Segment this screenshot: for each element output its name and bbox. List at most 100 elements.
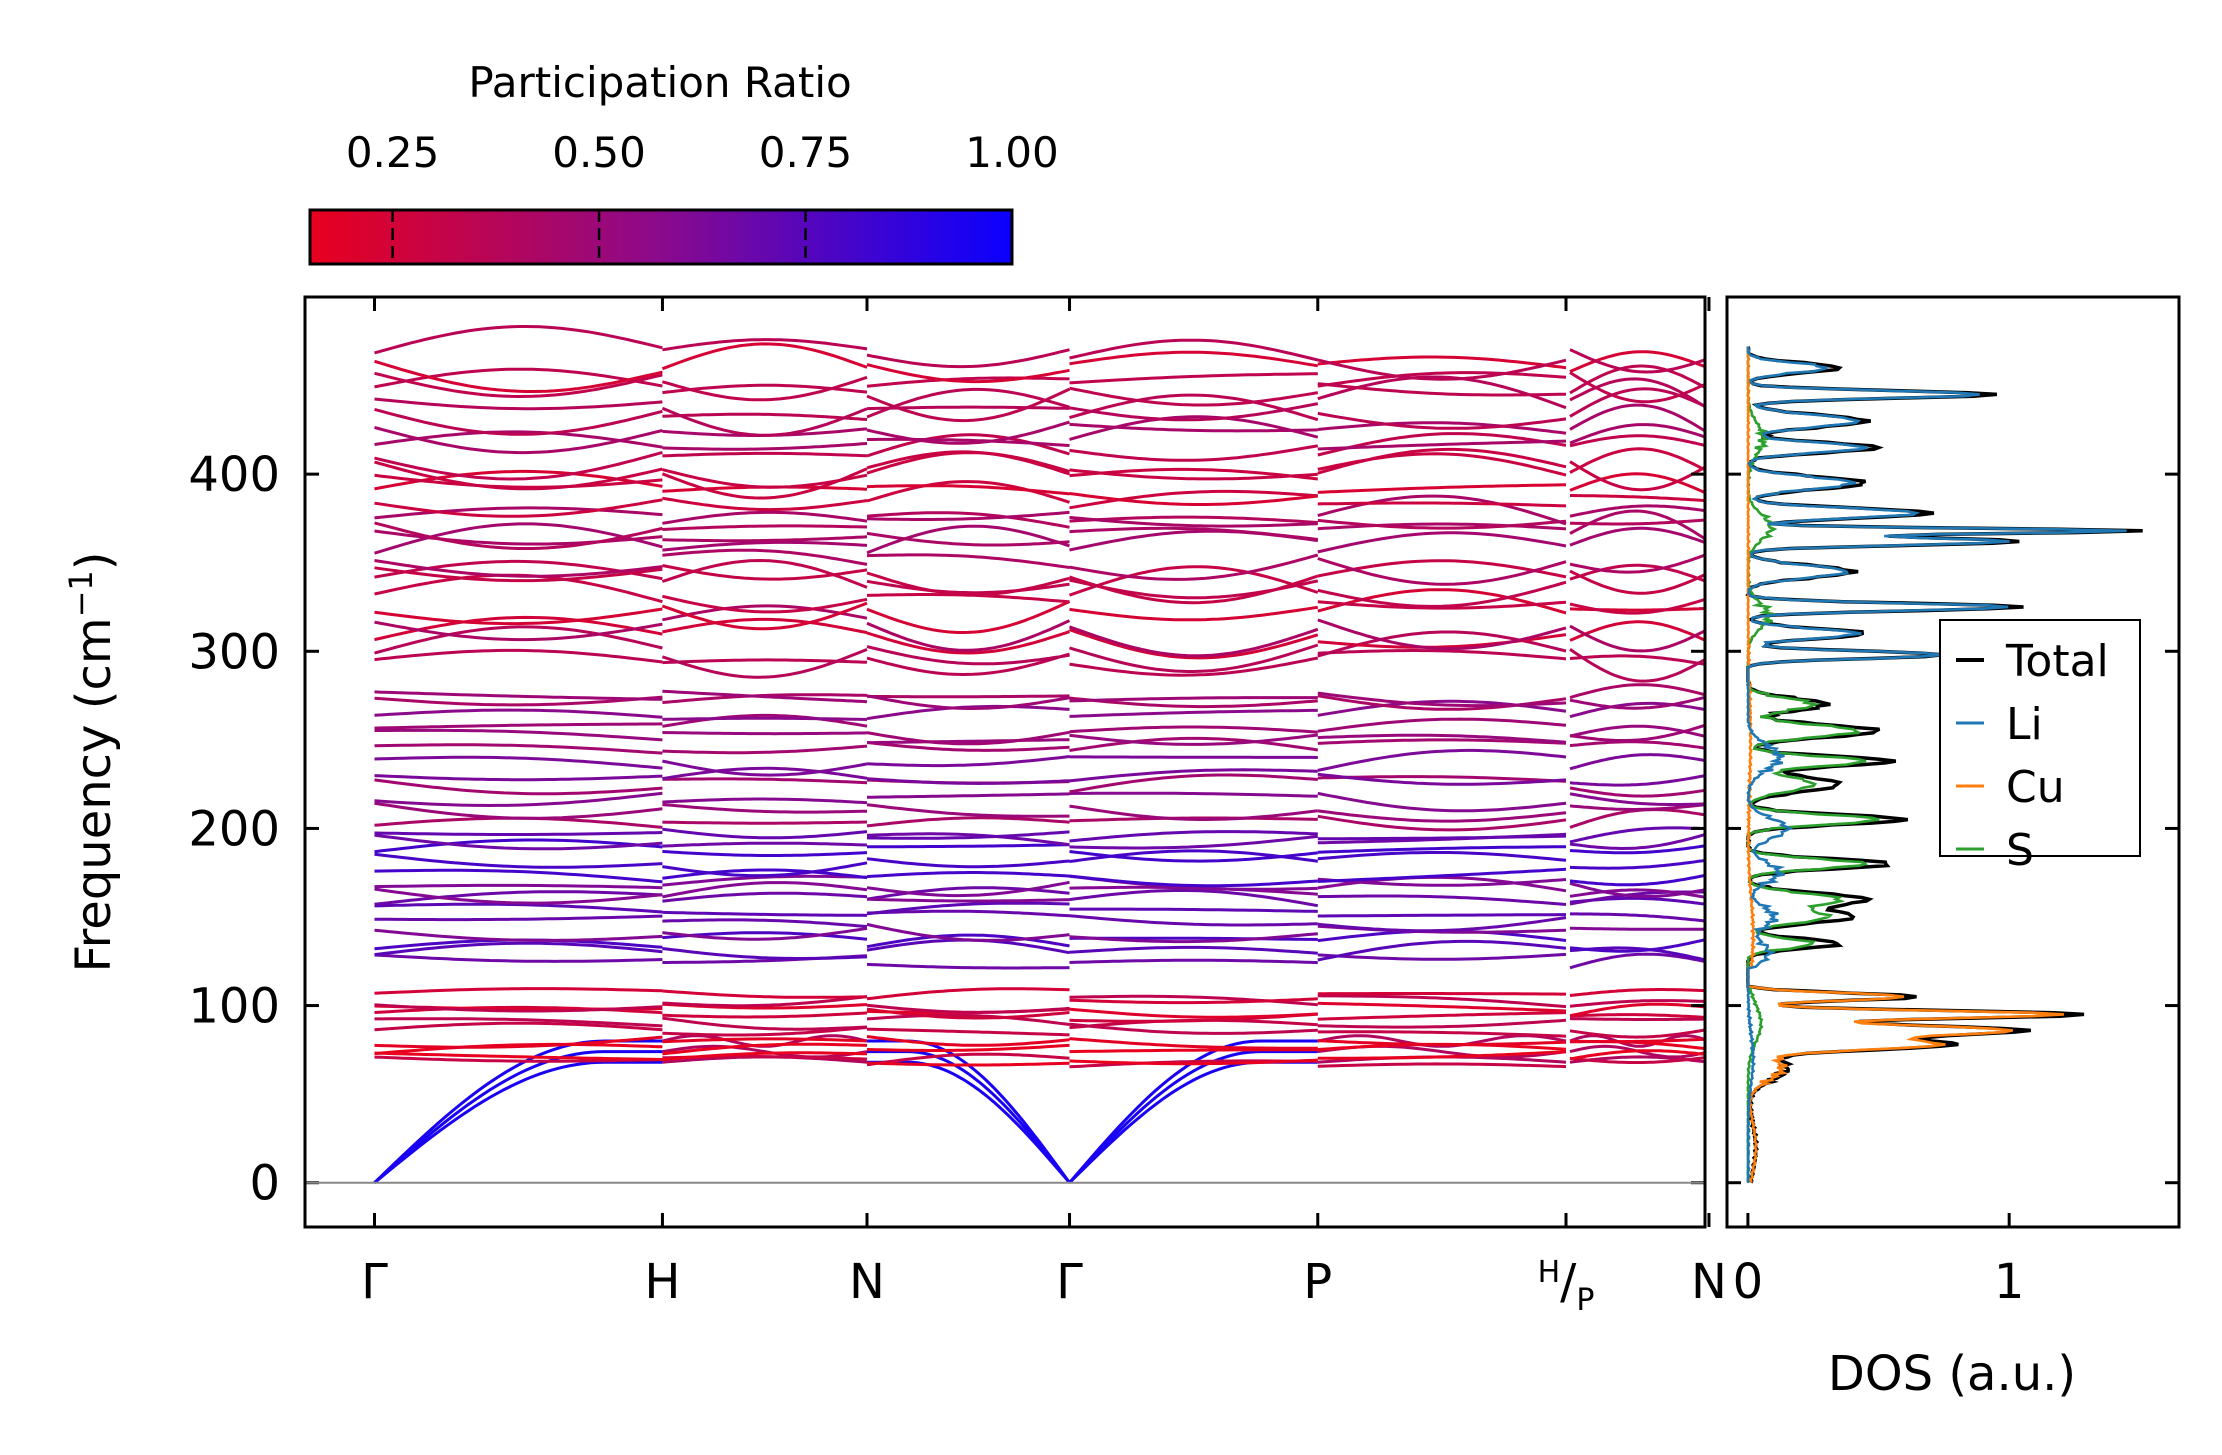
optical-band (1569, 701, 1705, 719)
optical-band (662, 604, 868, 622)
band-axes: 0 100 200 300 400 Γ H N Γ P H/P N (188, 297, 1727, 1318)
optical-band (1317, 522, 1567, 531)
optical-band (1569, 873, 1705, 887)
optical-band (662, 803, 868, 814)
optical-band (1069, 574, 1319, 605)
optical-band (1569, 371, 1705, 404)
optical-band (662, 510, 868, 525)
optical-band (374, 1035, 663, 1049)
optical-band (1069, 643, 1319, 673)
optical-band (866, 1003, 1070, 1014)
optical-band (374, 868, 663, 884)
dos-x-tick-label: 1 (1994, 1254, 2025, 1310)
optical-band (662, 548, 868, 566)
optical-band (1317, 1062, 1567, 1069)
high-symmetry-label: P (1303, 1254, 1332, 1310)
optical-band (661, 342, 868, 371)
optical-band (866, 1061, 1070, 1067)
optical-band (1069, 708, 1318, 718)
optical-band (1069, 804, 1318, 821)
high-symmetry-label: N (1691, 1254, 1727, 1310)
optical-band (866, 645, 1070, 666)
colorbar-tick-label: 0.75 (759, 128, 853, 177)
optical-band (1068, 565, 1319, 597)
optical-band (374, 928, 663, 942)
optical-band (1317, 952, 1567, 961)
optical-band (1069, 773, 1318, 794)
optical-band (1569, 881, 1705, 899)
optical-band (662, 1011, 868, 1019)
y-tick-label: 0 (249, 1156, 280, 1212)
optical-band (866, 880, 1070, 898)
optical-band (1317, 717, 1567, 733)
optical-band (1317, 913, 1566, 918)
optical-band (866, 600, 1071, 634)
dos-x-tick-label: 0 (1733, 1254, 1764, 1310)
optical-band (866, 571, 1070, 597)
optical-band (1068, 625, 1319, 658)
optical-band (1569, 808, 1705, 829)
optical-band (374, 498, 663, 518)
optical-band (866, 857, 1070, 869)
optical-band (662, 989, 868, 999)
optical-band (1317, 483, 1567, 494)
optical-band (662, 777, 868, 785)
acoustic-branch (867, 1050, 1071, 1184)
optical-band (374, 774, 663, 782)
colorbar-tick-label: 0.25 (346, 128, 440, 177)
optical-band (662, 564, 868, 581)
optical-band (866, 387, 1071, 423)
colorbar-gradient (308, 208, 1014, 266)
optical-band (866, 694, 1070, 710)
optical-band (662, 910, 868, 917)
optical-band (374, 625, 663, 655)
band-lines (373, 325, 1705, 1184)
optical-band (1069, 914, 1318, 927)
optical-band (374, 1042, 663, 1056)
high-symmetry-label: N (849, 1254, 885, 1310)
optical-band (1317, 994, 1567, 1009)
optical-band (866, 376, 1070, 388)
optical-band (1569, 460, 1705, 492)
optical-band (1569, 447, 1705, 474)
optical-band (374, 1017, 663, 1028)
optical-band (866, 886, 1070, 901)
optical-band (866, 832, 1070, 847)
optical-band (866, 871, 1070, 879)
optical-band (374, 566, 663, 583)
optical-band (1069, 755, 1318, 759)
optical-band (1569, 553, 1705, 574)
optical-band (1317, 772, 1567, 786)
optical-band (1317, 358, 1567, 381)
optical-band (1569, 350, 1705, 373)
optical-band (1569, 683, 1705, 700)
x-axis-title: DOS (a.u.) (1828, 1346, 2076, 1402)
optical-band (662, 881, 868, 899)
optical-band (662, 918, 868, 928)
optical-band (374, 833, 663, 851)
optical-band (1317, 748, 1567, 772)
optical-band (1317, 600, 1567, 610)
colorbar-tick-label: 0.50 (552, 128, 646, 177)
optical-band (662, 468, 868, 489)
optical-band (374, 755, 663, 770)
optical-band (662, 617, 868, 635)
optical-band (1569, 803, 1705, 811)
optical-band (374, 953, 663, 963)
optical-band (866, 897, 1070, 903)
optical-band (662, 524, 868, 531)
optical-band (662, 713, 868, 728)
optical-band (1069, 932, 1318, 944)
optical-band (374, 615, 663, 642)
optical-band (1570, 494, 1705, 503)
legend-label: S (2006, 825, 2034, 876)
optical-band (1069, 526, 1318, 541)
acoustic-branch (373, 1060, 663, 1184)
optical-band (661, 467, 868, 500)
optical-band (662, 995, 868, 1008)
optical-band (1569, 1028, 1705, 1039)
optical-band (866, 741, 1070, 752)
optical-band (374, 450, 663, 481)
optical-band (662, 926, 868, 941)
